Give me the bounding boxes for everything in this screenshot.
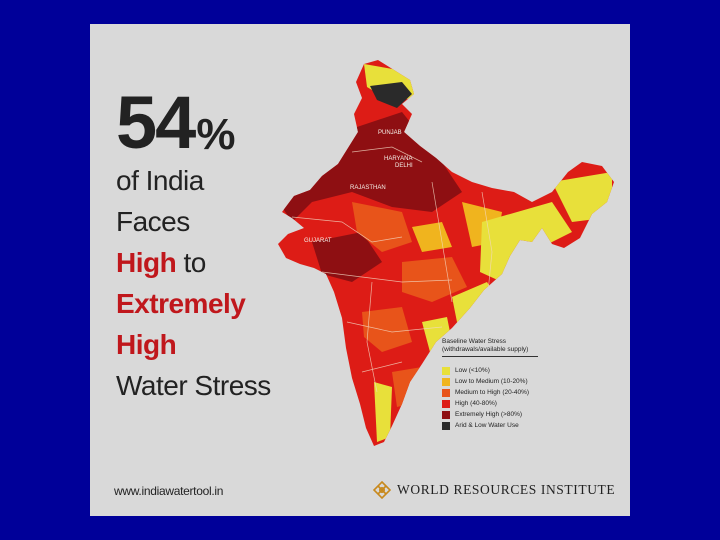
organization-name: WORLD RESOURCES INSTITUTE — [397, 482, 616, 497]
state-label-gujarat: GUJARAT — [304, 238, 332, 244]
headline: 54% of India Faces High to Extremely Hig… — [116, 86, 271, 406]
wri-knot-icon — [373, 481, 391, 499]
state-label-rajasthan: RAJASTHAN — [350, 185, 386, 191]
legend-swatch — [442, 366, 450, 375]
state-label-delhi: DELHI — [395, 163, 413, 169]
legend-swatch — [442, 399, 450, 408]
headline-line-water-stress: Water Stress — [116, 370, 271, 401]
headline-line-of-india: of India — [116, 165, 204, 196]
legend-title: Baseline Water Stress — [442, 338, 507, 345]
headline-line-extremely: Extremely — [116, 288, 246, 319]
headline-percent: 54% — [116, 81, 235, 164]
legend-item-low-medium: Low to Medium (10-20%) — [442, 376, 572, 387]
headline-line-faces: Faces — [116, 206, 190, 237]
legend-swatch — [442, 421, 450, 430]
headline-high-word: High — [116, 247, 177, 278]
website-url: www.indiawatertool.in — [114, 484, 224, 498]
state-label-punjab: PUNJAB — [378, 130, 402, 136]
percent-sign: % — [196, 110, 235, 159]
legend-swatch — [442, 377, 450, 386]
legend-item-arid: Arid & Low Water Use — [442, 420, 572, 431]
headline-line-high-to: High to — [116, 242, 271, 283]
legend-item-extremely-high: Extremely High (>80%) — [442, 409, 572, 420]
legend-swatch — [442, 388, 450, 397]
legend-swatch — [442, 410, 450, 419]
legend: Baseline Water Stress (withdrawals/avail… — [442, 338, 572, 431]
headline-to-word: to — [176, 247, 206, 278]
slide: 54% of India Faces High to Extremely Hig… — [90, 24, 630, 516]
headline-line-high: High — [116, 329, 177, 360]
legend-item-high: High (40-80%) — [442, 398, 572, 409]
legend-item-low: Low (<10%) — [442, 365, 572, 376]
wri-logo: WORLD RESOURCES INSTITUTE — [373, 481, 615, 499]
state-label-haryana: HARYANA — [384, 156, 412, 162]
legend-item-medium-high: Medium to High (20-40%) — [442, 387, 572, 398]
legend-divider — [442, 356, 538, 357]
legend-subtitle: (withdrawals/available supply) — [442, 346, 529, 353]
